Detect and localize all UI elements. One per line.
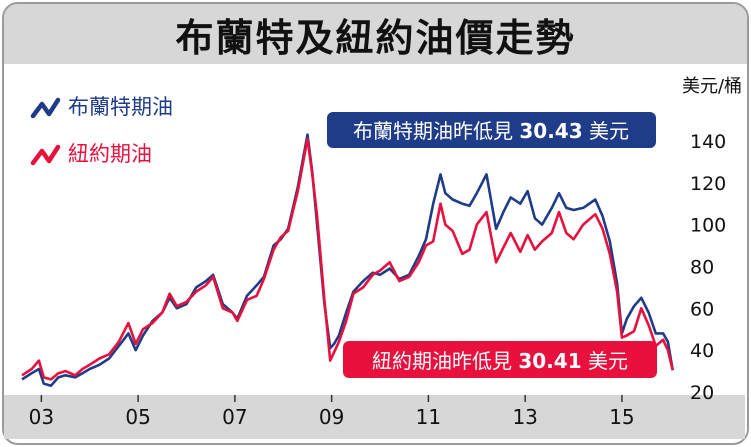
brent-annotation: 布蘭特期油昨低見 30.43 美元: [327, 112, 656, 148]
x-tick-label: 07: [222, 405, 247, 429]
x-tick-label: 05: [125, 405, 150, 429]
legend-brent-label: 布蘭特期油: [68, 95, 173, 119]
wti-annotation-value: 30.41: [518, 349, 581, 373]
wti-annotation-suffix: 美元: [588, 349, 628, 373]
brent-series-line: [21, 133, 674, 388]
chart-title: 布蘭特及紐約油價走勢: [175, 14, 576, 60]
legend-brent-icon: [30, 97, 61, 119]
x-tick-label: 15: [609, 405, 634, 429]
y-tick-label: 100: [690, 215, 726, 237]
x-axis-band: [4, 395, 745, 439]
y-tick-label: 120: [690, 173, 726, 195]
wti-series-line: [21, 137, 674, 381]
y-tick-label: 60: [690, 298, 714, 320]
wti-annotation-text: 紐約期油昨低見 30.41 美元: [372, 349, 628, 373]
x-tick-label: 11: [416, 405, 441, 429]
legend-wti-icon: [30, 144, 61, 166]
brent-annotation-suffix: 美元: [589, 119, 629, 143]
brent-annotation-text: 布蘭特期油昨低見 30.43 美元: [353, 119, 629, 143]
x-axis: 03 05 07 09 11 13 15: [29, 395, 635, 429]
brent-annotation-value: 30.43: [519, 119, 582, 143]
wti-annotation: 紐約期油昨低見 30.41 美元: [343, 341, 657, 378]
legend: 布蘭特期油 紐約期油: [30, 95, 173, 166]
y-tick-label: 140: [690, 131, 726, 153]
wti-annotation-box: [343, 341, 657, 378]
series-lines: [21, 133, 674, 388]
wti-annotation-prefix: 紐約期油昨低見: [372, 349, 512, 373]
y-axis: 20 40 60 80 100 120 140: [690, 131, 726, 404]
y-tick-label: 40: [690, 340, 714, 362]
title-bar: 布蘭特及紐約油價走勢: [4, 4, 747, 64]
x-tick-label: 13: [512, 405, 537, 429]
x-tick-label: 09: [319, 405, 344, 429]
y-tick-label: 80: [690, 256, 714, 278]
brent-annotation-prefix: 布蘭特期油昨低見: [353, 119, 513, 143]
y-unit-label: 美元/桶: [682, 76, 742, 97]
legend-wti-label: 紐約期油: [68, 142, 152, 166]
x-tick-label: 03: [29, 405, 54, 429]
y-tick-label: 20: [690, 382, 714, 404]
brent-annotation-box: [327, 112, 656, 148]
